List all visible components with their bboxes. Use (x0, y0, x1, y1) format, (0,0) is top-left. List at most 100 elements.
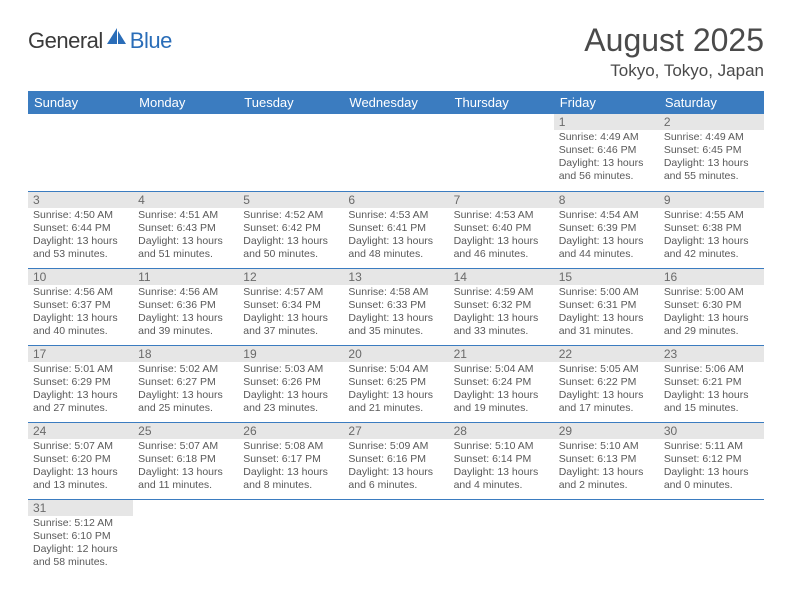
day-number: 24 (28, 423, 133, 439)
calendar-cell: 27Sunrise: 5:09 AMSunset: 6:16 PMDayligh… (343, 422, 448, 499)
calendar-cell: 26Sunrise: 5:08 AMSunset: 6:17 PMDayligh… (238, 422, 343, 499)
calendar-cell: 10Sunrise: 4:56 AMSunset: 6:37 PMDayligh… (28, 268, 133, 345)
calendar-row: 1Sunrise: 4:49 AMSunset: 6:46 PMDaylight… (28, 114, 764, 191)
calendar-cell: 17Sunrise: 5:01 AMSunset: 6:29 PMDayligh… (28, 345, 133, 422)
calendar-cell: 19Sunrise: 5:03 AMSunset: 6:26 PMDayligh… (238, 345, 343, 422)
calendar-cell (343, 114, 448, 191)
calendar-cell: 31Sunrise: 5:12 AMSunset: 6:10 PMDayligh… (28, 499, 133, 576)
calendar-cell (28, 114, 133, 191)
calendar-cell: 14Sunrise: 4:59 AMSunset: 6:32 PMDayligh… (449, 268, 554, 345)
day-number: 6 (343, 192, 448, 208)
day-details: Sunrise: 5:05 AMSunset: 6:22 PMDaylight:… (554, 362, 659, 417)
calendar-row: 24Sunrise: 5:07 AMSunset: 6:20 PMDayligh… (28, 422, 764, 499)
calendar-cell (449, 499, 554, 576)
calendar-cell: 12Sunrise: 4:57 AMSunset: 6:34 PMDayligh… (238, 268, 343, 345)
calendar-cell: 23Sunrise: 5:06 AMSunset: 6:21 PMDayligh… (659, 345, 764, 422)
day-number: 22 (554, 346, 659, 362)
day-details: Sunrise: 4:56 AMSunset: 6:37 PMDaylight:… (28, 285, 133, 340)
calendar-row: 31Sunrise: 5:12 AMSunset: 6:10 PMDayligh… (28, 499, 764, 576)
day-number: 2 (659, 114, 764, 130)
day-details: Sunrise: 5:04 AMSunset: 6:25 PMDaylight:… (343, 362, 448, 417)
calendar-cell: 25Sunrise: 5:07 AMSunset: 6:18 PMDayligh… (133, 422, 238, 499)
day-number: 5 (238, 192, 343, 208)
day-number: 31 (28, 500, 133, 516)
day-details: Sunrise: 5:04 AMSunset: 6:24 PMDaylight:… (449, 362, 554, 417)
calendar-table: SundayMondayTuesdayWednesdayThursdayFrid… (28, 91, 764, 576)
calendar-cell (238, 114, 343, 191)
day-number: 11 (133, 269, 238, 285)
calendar-cell (554, 499, 659, 576)
day-details: Sunrise: 5:07 AMSunset: 6:18 PMDaylight:… (133, 439, 238, 494)
day-details: Sunrise: 5:08 AMSunset: 6:17 PMDaylight:… (238, 439, 343, 494)
calendar-cell: 16Sunrise: 5:00 AMSunset: 6:30 PMDayligh… (659, 268, 764, 345)
day-number: 13 (343, 269, 448, 285)
day-number: 1 (554, 114, 659, 130)
day-number: 3 (28, 192, 133, 208)
calendar-cell: 8Sunrise: 4:54 AMSunset: 6:39 PMDaylight… (554, 191, 659, 268)
calendar-cell: 30Sunrise: 5:11 AMSunset: 6:12 PMDayligh… (659, 422, 764, 499)
day-number: 28 (449, 423, 554, 439)
day-details: Sunrise: 5:10 AMSunset: 6:14 PMDaylight:… (449, 439, 554, 494)
calendar-cell (659, 499, 764, 576)
calendar-row: 3Sunrise: 4:50 AMSunset: 6:44 PMDaylight… (28, 191, 764, 268)
calendar-cell: 15Sunrise: 5:00 AMSunset: 6:31 PMDayligh… (554, 268, 659, 345)
calendar-cell: 24Sunrise: 5:07 AMSunset: 6:20 PMDayligh… (28, 422, 133, 499)
dow-header: Monday (133, 91, 238, 114)
page-title: August 2025 (584, 22, 764, 59)
calendar-cell: 3Sunrise: 4:50 AMSunset: 6:44 PMDaylight… (28, 191, 133, 268)
calendar-cell: 21Sunrise: 5:04 AMSunset: 6:24 PMDayligh… (449, 345, 554, 422)
day-number: 29 (554, 423, 659, 439)
day-details: Sunrise: 4:58 AMSunset: 6:33 PMDaylight:… (343, 285, 448, 340)
day-number: 25 (133, 423, 238, 439)
dow-header: Sunday (28, 91, 133, 114)
day-number: 14 (449, 269, 554, 285)
calendar-cell: 29Sunrise: 5:10 AMSunset: 6:13 PMDayligh… (554, 422, 659, 499)
header: General Blue August 2025 Tokyo, Tokyo, J… (28, 22, 764, 81)
calendar-cell: 7Sunrise: 4:53 AMSunset: 6:40 PMDaylight… (449, 191, 554, 268)
calendar-cell: 2Sunrise: 4:49 AMSunset: 6:45 PMDaylight… (659, 114, 764, 191)
day-number: 8 (554, 192, 659, 208)
logo-text-blue: Blue (130, 28, 172, 54)
calendar-row: 17Sunrise: 5:01 AMSunset: 6:29 PMDayligh… (28, 345, 764, 422)
day-number: 21 (449, 346, 554, 362)
logo-sail-icon (106, 27, 128, 50)
day-details: Sunrise: 4:53 AMSunset: 6:40 PMDaylight:… (449, 208, 554, 263)
calendar-cell: 18Sunrise: 5:02 AMSunset: 6:27 PMDayligh… (133, 345, 238, 422)
calendar-cell: 1Sunrise: 4:49 AMSunset: 6:46 PMDaylight… (554, 114, 659, 191)
day-number: 23 (659, 346, 764, 362)
calendar-cell: 5Sunrise: 4:52 AMSunset: 6:42 PMDaylight… (238, 191, 343, 268)
day-details: Sunrise: 4:53 AMSunset: 6:41 PMDaylight:… (343, 208, 448, 263)
day-number: 10 (28, 269, 133, 285)
calendar-cell: 28Sunrise: 5:10 AMSunset: 6:14 PMDayligh… (449, 422, 554, 499)
day-details: Sunrise: 5:07 AMSunset: 6:20 PMDaylight:… (28, 439, 133, 494)
calendar-body: 1Sunrise: 4:49 AMSunset: 6:46 PMDaylight… (28, 114, 764, 576)
calendar-cell: 4Sunrise: 4:51 AMSunset: 6:43 PMDaylight… (133, 191, 238, 268)
location-label: Tokyo, Tokyo, Japan (584, 61, 764, 81)
day-details: Sunrise: 5:09 AMSunset: 6:16 PMDaylight:… (343, 439, 448, 494)
calendar-cell: 6Sunrise: 4:53 AMSunset: 6:41 PMDaylight… (343, 191, 448, 268)
day-details: Sunrise: 4:49 AMSunset: 6:45 PMDaylight:… (659, 130, 764, 185)
calendar-cell (343, 499, 448, 576)
calendar-cell: 11Sunrise: 4:56 AMSunset: 6:36 PMDayligh… (133, 268, 238, 345)
day-details: Sunrise: 4:57 AMSunset: 6:34 PMDaylight:… (238, 285, 343, 340)
day-number: 12 (238, 269, 343, 285)
calendar-cell (133, 499, 238, 576)
day-number: 15 (554, 269, 659, 285)
calendar-cell (133, 114, 238, 191)
day-number: 9 (659, 192, 764, 208)
day-details: Sunrise: 4:51 AMSunset: 6:43 PMDaylight:… (133, 208, 238, 263)
calendar-cell (238, 499, 343, 576)
calendar-cell: 22Sunrise: 5:05 AMSunset: 6:22 PMDayligh… (554, 345, 659, 422)
logo-text-general: General (28, 28, 103, 54)
logo: General Blue (28, 28, 172, 54)
dow-header: Saturday (659, 91, 764, 114)
calendar-cell: 13Sunrise: 4:58 AMSunset: 6:33 PMDayligh… (343, 268, 448, 345)
day-number: 4 (133, 192, 238, 208)
day-number: 7 (449, 192, 554, 208)
day-details: Sunrise: 5:01 AMSunset: 6:29 PMDaylight:… (28, 362, 133, 417)
day-details: Sunrise: 5:10 AMSunset: 6:13 PMDaylight:… (554, 439, 659, 494)
day-details: Sunrise: 4:55 AMSunset: 6:38 PMDaylight:… (659, 208, 764, 263)
title-block: August 2025 Tokyo, Tokyo, Japan (584, 22, 764, 81)
day-details: Sunrise: 4:52 AMSunset: 6:42 PMDaylight:… (238, 208, 343, 263)
calendar-cell (449, 114, 554, 191)
